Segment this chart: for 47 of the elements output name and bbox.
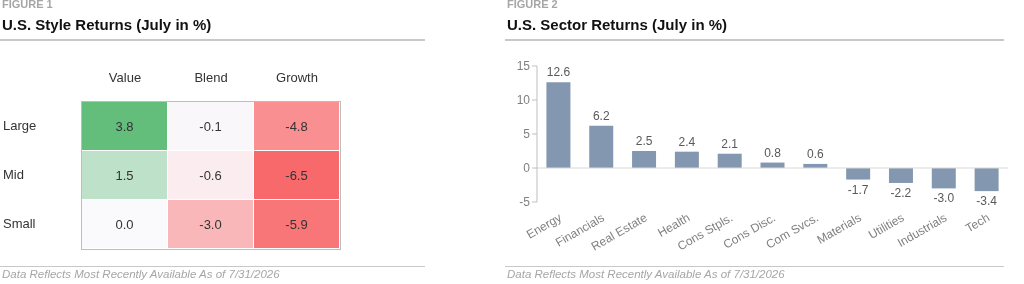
data-label: 0.8 <box>764 145 782 160</box>
x-tick-label: Tech <box>963 210 993 236</box>
data-label: -1.7 <box>847 182 869 197</box>
data-label: -6.5 <box>254 151 339 199</box>
y-tick-label: 0 <box>523 161 531 176</box>
bar <box>888 168 913 183</box>
chart-title: U.S. Style Returns (July in %) <box>2 16 212 33</box>
bar <box>931 168 956 189</box>
chart-title: U.S. Sector Returns (July in %) <box>507 16 728 33</box>
chart-subtitle: FIGURE 2 <box>507 0 558 10</box>
data-label: 1.5 <box>82 151 167 199</box>
y-tick-label: Small <box>3 216 36 231</box>
data-label: -3.4 <box>976 194 998 209</box>
data-label: -0.6 <box>168 151 253 199</box>
y-tick-label: -5 <box>519 195 531 210</box>
data-label: -3.0 <box>168 200 253 248</box>
data-label: -2.2 <box>890 185 912 200</box>
data-label: -5.9 <box>254 200 339 248</box>
y-tick-label: 10 <box>516 93 531 108</box>
bar <box>974 168 999 192</box>
bar <box>674 151 699 168</box>
data-label: 6.2 <box>592 108 610 123</box>
data-label: 2.5 <box>635 134 653 148</box>
bar <box>717 153 742 168</box>
data-label: 0.6 <box>806 146 824 161</box>
text: Data Reflects Most Recently Available As of 7/31/2026 <box>507 268 785 280</box>
y-tick-label: 5 <box>523 127 531 142</box>
y-tick-label: 15 <box>516 59 531 74</box>
y-tick-label: Mid <box>3 167 24 182</box>
data-label: 12.6 <box>546 65 571 80</box>
data-label: -3.0 <box>933 191 955 206</box>
x-tick-label: Blend <box>193 70 229 85</box>
bar <box>589 125 614 168</box>
x-tick-label: Growth <box>275 70 319 85</box>
chart-subtitle: FIGURE 1 <box>2 0 53 10</box>
x-tick-label: Value <box>107 70 143 85</box>
data-label: 2.1 <box>721 136 739 151</box>
y-tick-label: Large <box>3 118 37 133</box>
data-label: 2.4 <box>678 134 696 149</box>
data-label: -4.8 <box>254 102 339 150</box>
bar <box>546 82 571 168</box>
bar <box>846 168 871 180</box>
data-label: -0.1 <box>168 102 253 150</box>
data-label: 3.8 <box>82 102 167 150</box>
data-label: 0.0 <box>82 200 167 248</box>
bar <box>632 151 657 168</box>
text: Data Reflects Most Recently Available As of 7/31/2026 <box>2 268 280 280</box>
